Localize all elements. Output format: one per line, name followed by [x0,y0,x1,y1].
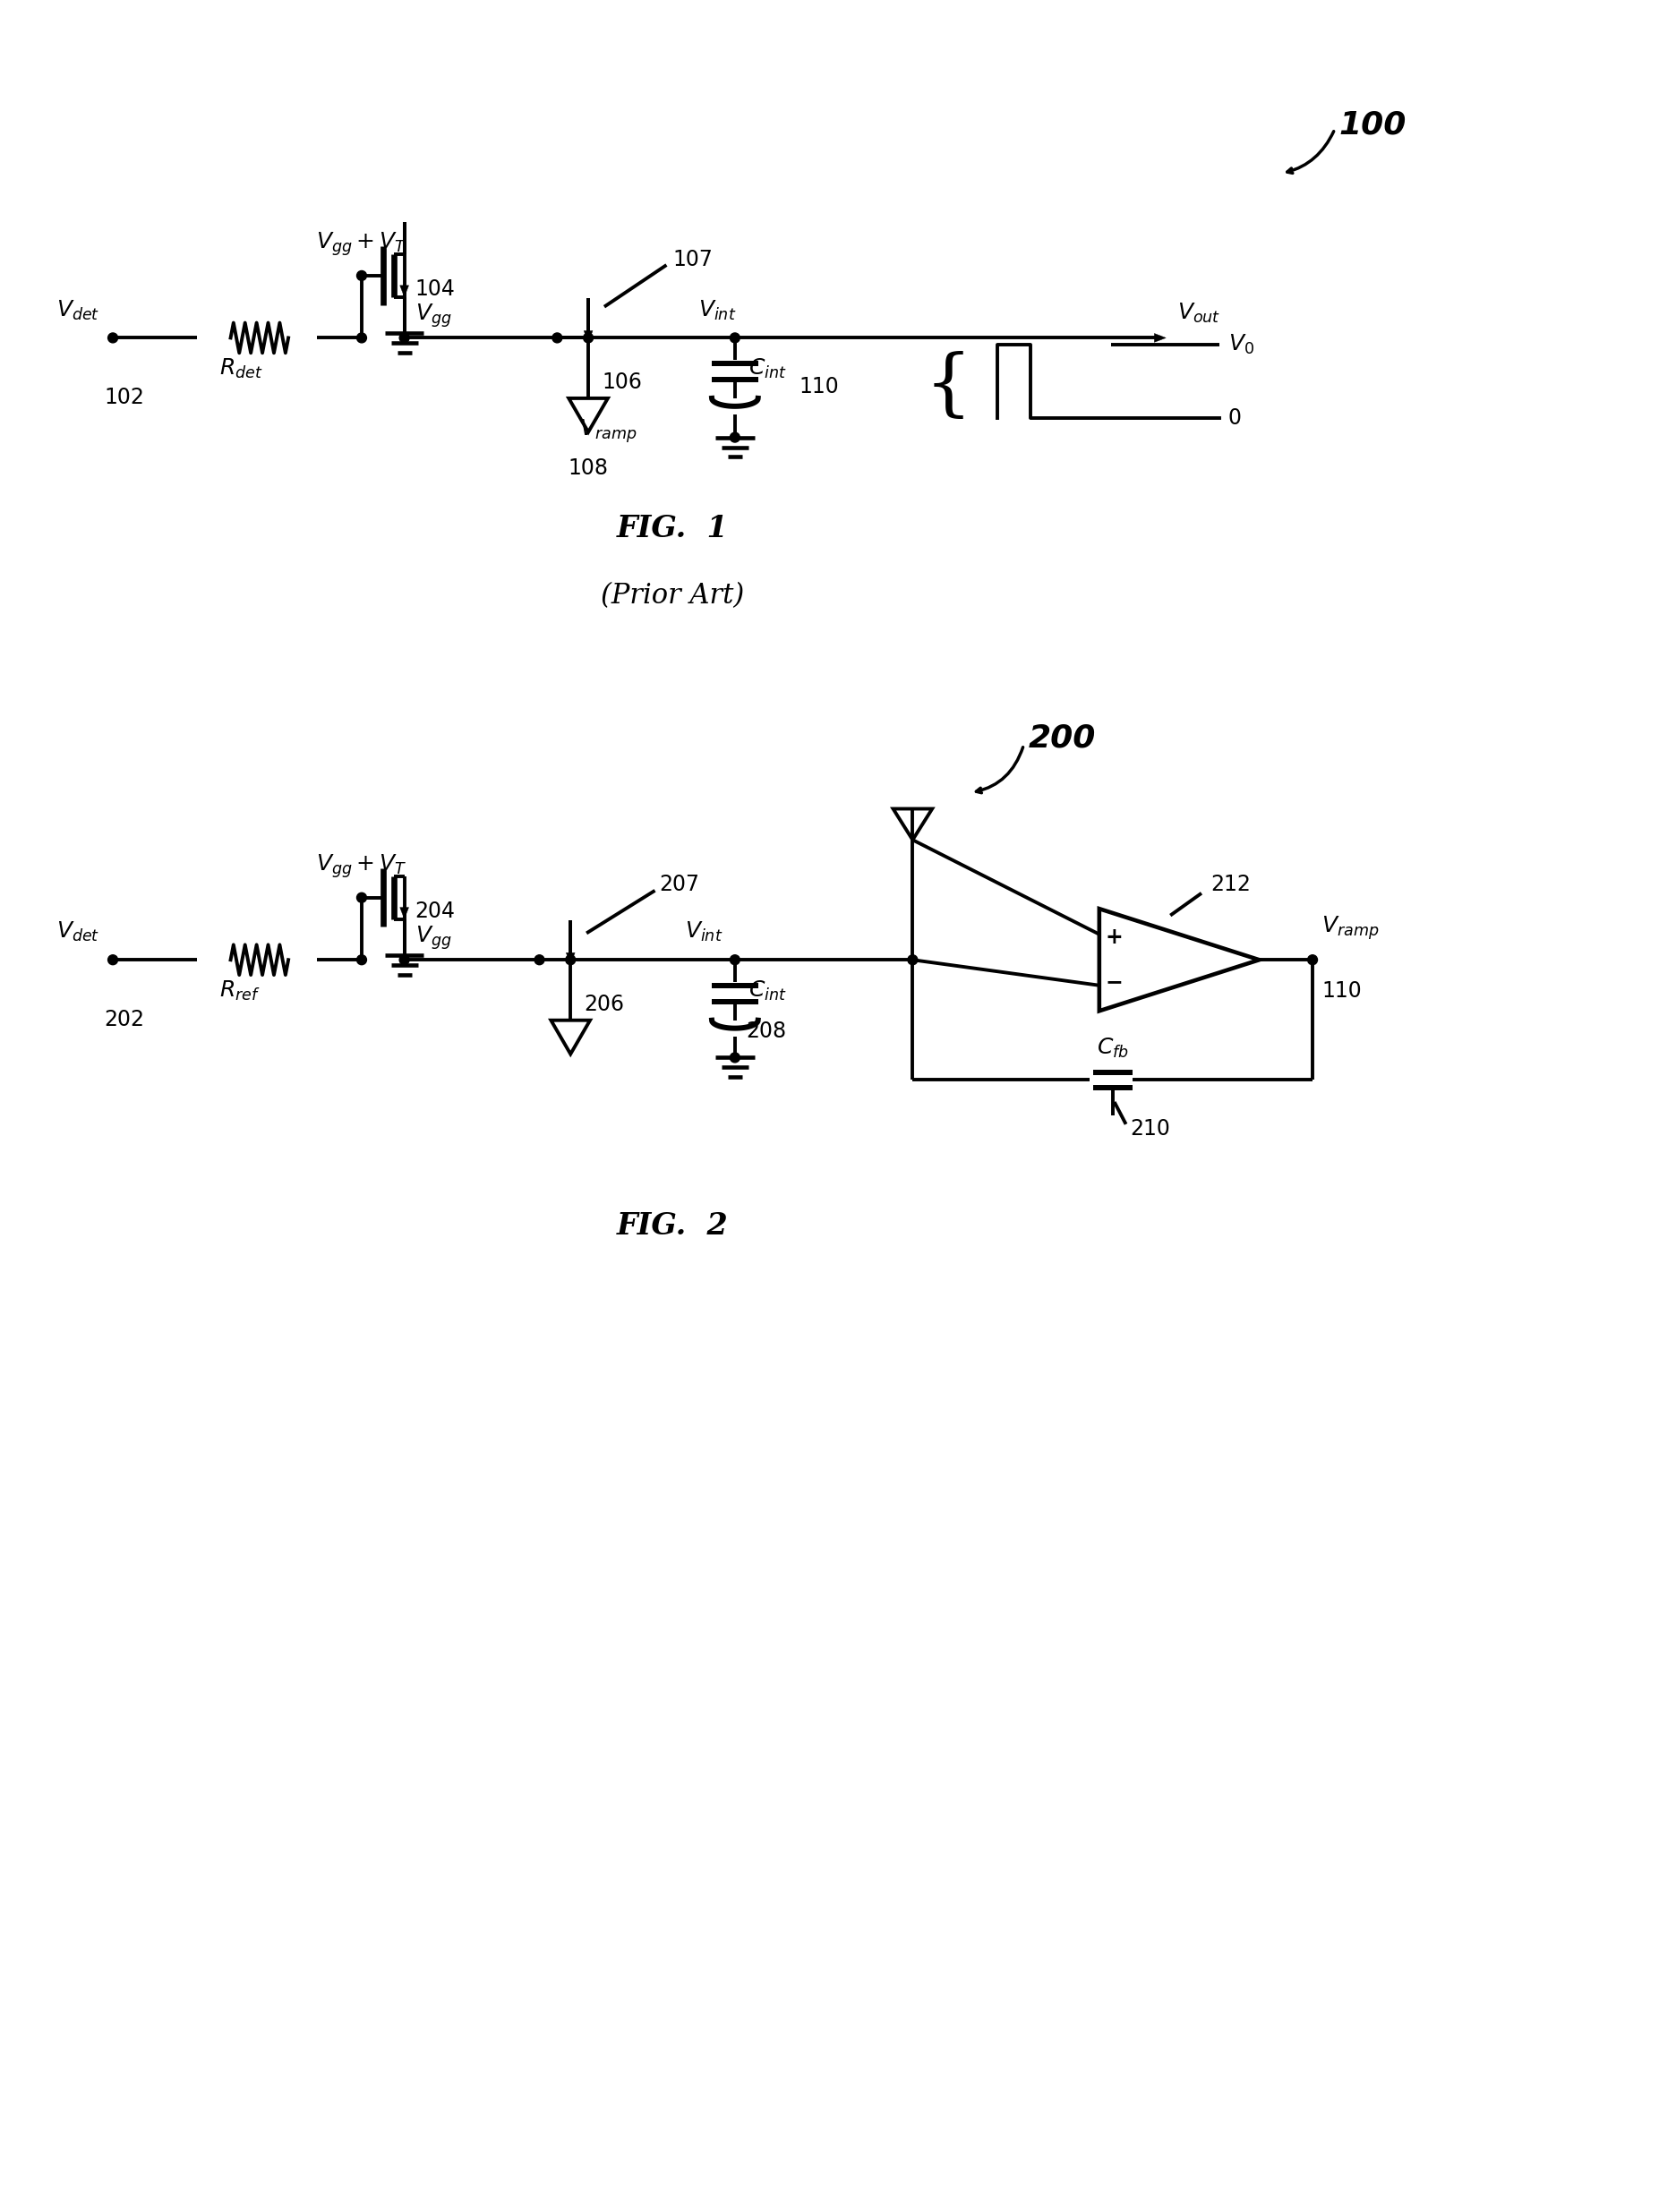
Text: $V_{det}$: $V_{det}$ [57,920,99,945]
Text: $V_{ramp}$: $V_{ramp}$ [1321,914,1379,942]
Text: 106: 106 [602,372,642,394]
Text: $V_{int}$: $V_{int}$ [685,920,722,945]
Circle shape [399,956,409,964]
Text: $V_{gg}+V_T$: $V_{gg}+V_T$ [317,230,407,259]
Text: FIG.  2: FIG. 2 [617,1212,729,1241]
Polygon shape [401,285,409,296]
Circle shape [399,334,409,343]
Circle shape [535,956,545,964]
Circle shape [731,956,739,964]
Polygon shape [566,953,575,964]
Text: $R_{det}$: $R_{det}$ [220,358,263,380]
Circle shape [565,956,575,964]
Circle shape [357,956,367,964]
Text: 107: 107 [672,250,712,270]
Text: 108: 108 [568,458,608,480]
Text: +: + [1106,927,1123,949]
Text: $C_{int}$: $C_{int}$ [747,356,786,380]
Text: $C_{fb}$: $C_{fb}$ [1096,1037,1128,1060]
Text: 110: 110 [799,376,840,398]
Circle shape [731,334,739,343]
Text: 207: 207 [659,874,699,896]
Text: $V_0$: $V_0$ [1229,334,1254,356]
Text: 202: 202 [104,1009,144,1031]
Circle shape [107,956,117,964]
Text: $V_{out}$: $V_{out}$ [1178,301,1220,325]
Text: 110: 110 [1321,980,1361,1002]
Text: 104: 104 [416,279,456,301]
Text: 100: 100 [1339,108,1406,139]
Text: $V_{gg}$: $V_{gg}$ [416,301,451,330]
Text: FIG.  1: FIG. 1 [617,513,729,544]
Text: 200: 200 [1027,723,1096,752]
Circle shape [731,434,739,442]
Polygon shape [583,332,593,343]
Text: $C_{int}$: $C_{int}$ [747,980,786,1002]
Text: 210: 210 [1130,1117,1170,1139]
Circle shape [553,334,561,343]
Text: $R_{ref}$: $R_{ref}$ [220,980,260,1002]
Text: (Prior Art): (Prior Art) [602,582,744,611]
Circle shape [583,334,593,343]
Circle shape [908,956,917,964]
Circle shape [1307,956,1317,964]
Polygon shape [1155,334,1166,343]
Text: 212: 212 [1210,874,1250,896]
Text: $V_{int}$: $V_{int}$ [699,299,736,323]
Text: 206: 206 [583,993,623,1015]
Polygon shape [401,907,409,918]
Text: $V_{ramp}$: $V_{ramp}$ [580,418,637,445]
Text: 204: 204 [416,900,456,922]
Text: $V_{det}$: $V_{det}$ [57,299,99,323]
Circle shape [357,270,367,281]
Text: $V_{gg}$: $V_{gg}$ [416,925,451,951]
Text: −: − [1106,971,1123,993]
Text: 0: 0 [1229,407,1242,429]
Text: {: { [925,352,972,422]
Text: 208: 208 [746,1020,786,1042]
Circle shape [731,1053,739,1062]
Text: $V_{gg}+V_T$: $V_{gg}+V_T$ [317,852,407,880]
Circle shape [107,334,117,343]
Circle shape [357,334,367,343]
Circle shape [357,894,367,902]
Text: 102: 102 [104,387,144,409]
